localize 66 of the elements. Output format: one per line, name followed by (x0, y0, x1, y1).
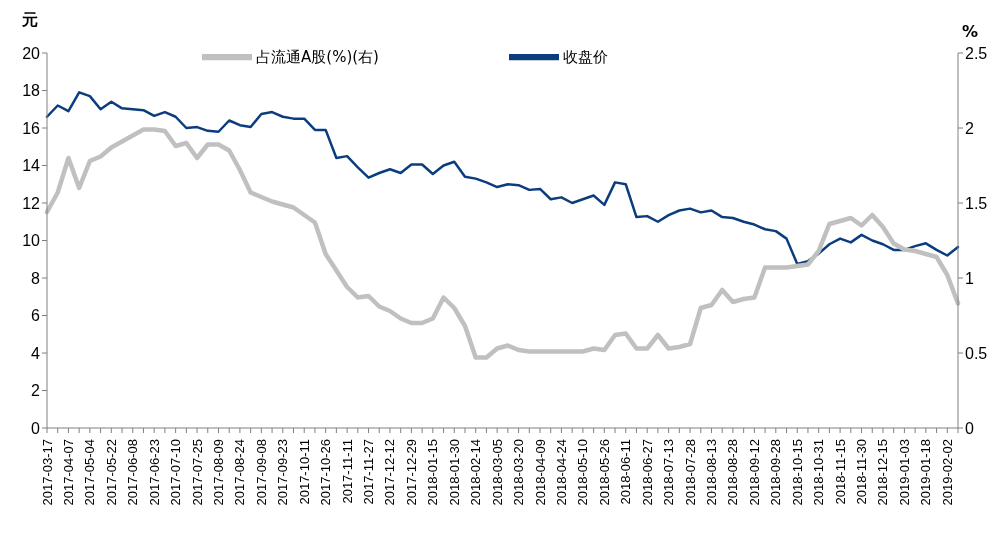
x-tick-label: 2017-10-11 (296, 439, 312, 505)
x-tick-label: 2018-07-28 (682, 439, 698, 506)
x-tick-label: 2017-12-12 (382, 439, 398, 506)
x-tick-label: 2018-01-30 (446, 439, 462, 506)
x-tick-label: 2018-05-10 (575, 439, 591, 506)
y2-tick-label: 1 (965, 269, 974, 287)
y-axis-title: 元 (22, 10, 38, 31)
x-tick-label: 2018-11-15 (832, 439, 848, 505)
x-tick-label: 2018-08-13 (703, 439, 719, 506)
x-tick-label: 2017-06-08 (125, 439, 141, 506)
y-tick-label: 18 (22, 82, 41, 100)
x-tick-label: 2018-02-14 (468, 439, 484, 506)
x-tick-label: 2018-11-30 (854, 439, 870, 505)
y-tick-label: 20 (22, 44, 41, 62)
y2-tick-label: 2 (965, 119, 974, 137)
x-tick-label: 2018-12-15 (875, 439, 891, 506)
line-series (45, 91, 960, 266)
x-tick-label: 2017-03-17 (39, 439, 55, 506)
x-tick-label: 2017-05-22 (103, 439, 119, 506)
y-tick-label: 0 (31, 419, 41, 437)
y2-tick-label: 1.5 (965, 194, 988, 212)
legend-label: 收盘价 (562, 47, 608, 66)
x-tick-label: 2018-01-15 (425, 439, 441, 506)
x-tick-label: 2017-11-27 (361, 439, 377, 505)
x-tick-label: 2019-02-02 (939, 439, 955, 506)
x-tick-label: 2018-05-26 (596, 439, 612, 506)
y-tick-label: 6 (31, 307, 41, 325)
y2-tick-label: 2.5 (965, 44, 988, 62)
x-tick-label: 2018-10-31 (811, 439, 827, 506)
x-tick-label: 2017-04-07 (60, 439, 76, 506)
line-series (44, 127, 961, 360)
x-tick-label: 2018-04-09 (532, 439, 548, 506)
x-tick-label: 2018-09-28 (768, 439, 784, 506)
x-tick-label: 2019-01-03 (896, 439, 912, 506)
legend-label: 占流通A股(%)(右) (256, 47, 379, 66)
x-tick-label: 2018-06-11 (618, 439, 634, 505)
x-tick-label: 2017-08-09 (210, 439, 226, 506)
x-tick-label: 2019-01-18 (918, 439, 934, 506)
x-tick-label: 2017-12-29 (403, 439, 419, 506)
x-tick-label: 2017-10-26 (318, 439, 334, 506)
x-tick-label: 2018-07-13 (661, 439, 677, 506)
y2-tick-label: 0 (965, 419, 974, 437)
x-tick-label: 2017-11-11 (339, 439, 355, 504)
y-tick-label: 10 (22, 232, 41, 250)
x-tick-label: 2017-07-10 (168, 439, 184, 506)
y-tick-label: 8 (31, 269, 41, 287)
y2-tick-label: 0.5 (965, 344, 988, 362)
x-tick-label: 2017-06-23 (146, 439, 162, 506)
y-tick-label: 16 (22, 119, 41, 137)
y-tick-label: 14 (22, 157, 41, 175)
x-tick-label: 2018-08-28 (725, 439, 741, 506)
y2-axis-title: % (962, 22, 979, 41)
x-tick-label: 2017-05-04 (82, 439, 98, 506)
y-tick-label: 4 (31, 344, 41, 362)
y-tick-label: 2 (31, 382, 41, 400)
x-tick-label: 2018-09-12 (746, 439, 762, 506)
x-tick-label: 2018-03-20 (511, 439, 527, 506)
x-tick-label: 2018-06-27 (639, 439, 655, 506)
x-tick-label: 2017-09-23 (275, 439, 291, 506)
x-tick-label: 2018-03-05 (489, 439, 505, 506)
x-tick-label: 2017-08-24 (232, 439, 248, 506)
y-tick-label: 12 (22, 194, 41, 212)
x-tick-label: 2018-04-24 (553, 439, 569, 506)
x-tick-label: 2017-07-25 (189, 439, 205, 506)
x-tick-label: 2018-10-15 (789, 439, 805, 506)
x-tick-label: 2017-09-08 (253, 439, 269, 506)
